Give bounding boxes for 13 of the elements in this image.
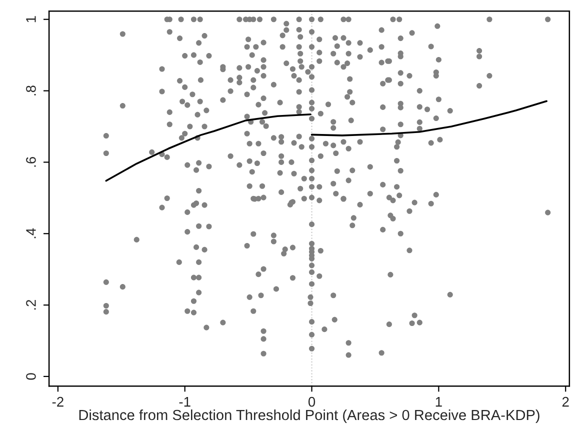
x-tick-label: -1 [179, 397, 190, 407]
x-axis-title: Distance from Selection Threshold Point (Areas > 0 Receive BRA-KDP) [79, 409, 540, 424]
y-tick-label: 0 [26, 373, 36, 380]
y-tick-label: .8 [26, 86, 36, 96]
x-tick-label: 0 [308, 396, 316, 407]
x-tick-label: 1 [436, 397, 442, 407]
y-tick-label: .2 [26, 300, 36, 310]
line-series [105, 113, 312, 182]
x-tick-label: -2 [52, 396, 64, 407]
y-tick-label: .6 [26, 157, 36, 167]
x-tick-label: 2 [562, 396, 569, 407]
y-tick-label: 1 [26, 16, 36, 22]
y-tick-label: .4 [26, 228, 36, 238]
